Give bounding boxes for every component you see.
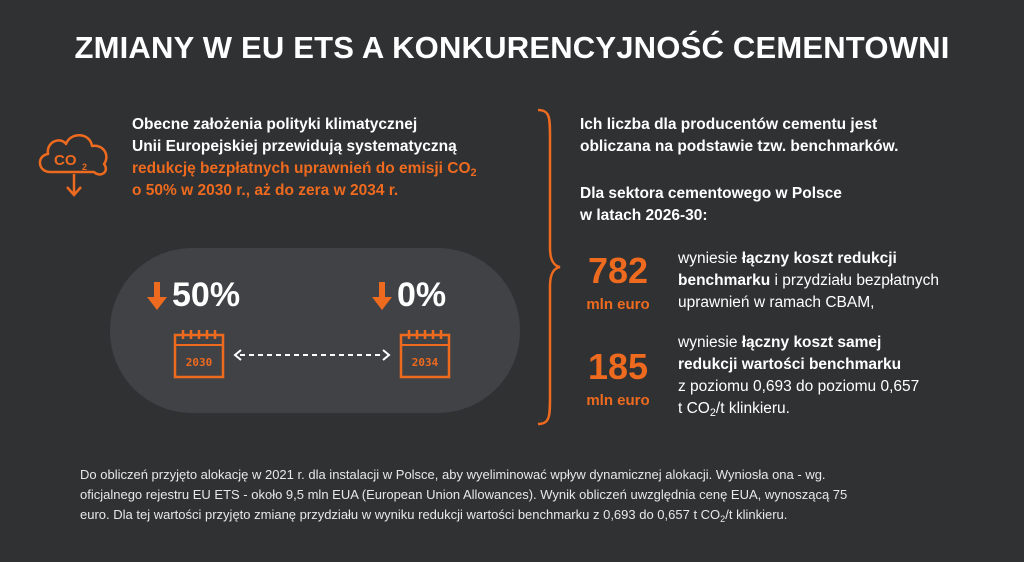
stat2-rest2a: t CO [678,400,710,417]
stat1-unit: mln euro [586,296,650,313]
intro-highlight2: o 50% w 2030 r., aż do zera w 2034 r. [132,182,399,199]
page-title: ZMIANY W EU ETS A KONKURENCYJNOŚĆ CEMENT… [74,30,950,65]
stat1-rest2: uprawnień w ramach CBAM, [678,294,875,311]
start-year: 2030 [186,356,213,369]
intro-line1: Obecne założenia polityki klimatycznej [132,116,418,133]
stat1-value: 782 mln euro [573,250,663,314]
benchmark-info-line1: Ich liczba dla producentów cementu jest [580,116,878,133]
double-arrow-icon [233,349,391,361]
stat1-description: wyniesie łączny koszt redukcji benchmark… [678,248,1008,314]
timeline-panel [110,248,520,413]
footnote-line2: oficjalnego rejestru EU ETS - około 9,5 … [80,487,848,502]
start-percent: 50% [146,276,240,315]
intro-highlight1: redukcję bezpłatnych uprawnień do emisji… [132,158,542,180]
stat2-rest2-sub: 2 [709,407,716,419]
co2-label-sub: 2 [82,162,87,172]
stat2-pre: wyniesie [678,334,742,351]
stat2-description: wyniesie łączny koszt samej redukcji war… [678,332,1008,420]
stat2-rest2b: /t klinkieru. [715,400,790,417]
intro-line2: Unii Europejskiej przewidują systematycz… [132,138,457,155]
sector-info: Dla sektora cementowego w Polsce w latac… [580,183,842,227]
start-percent-value: 50% [172,276,241,314]
benchmark-info-line2: obliczana na podstawie tzw. benchmarków. [580,138,899,155]
sector-info-line2: w latach 2026-30: [580,207,708,224]
footnote-line3b: /t klinkieru. [725,507,788,522]
footnote-line1: Do obliczeń przyjęto alokację w 2021 r. … [80,467,826,482]
intro-highlight1-text: redukcję bezpłatnych uprawnień do emisji… [132,160,471,177]
arrow-down-icon [372,281,392,310]
stat2-unit: mln euro [586,392,650,409]
stat2-number: 185 [587,346,649,387]
end-year: 2034 [412,356,439,369]
stat1-bold2: benchmarku [678,272,771,289]
footnote-line3a: euro. Dla tej wartości przyjęto zmianę p… [80,507,721,522]
stat2-bold1: łączny koszt samej [741,334,882,351]
benchmark-info: Ich liczba dla producentów cementu jest … [580,114,898,158]
co2-label: CO [54,152,77,169]
curly-brace-icon [537,108,561,426]
arrow-down-icon [147,281,167,310]
intro-text: Obecne założenia polityki klimatycznej U… [132,114,542,202]
stat2-bold2: redukcji wartości benchmarku [678,356,902,373]
stat2-value: 185 mln euro [573,346,663,410]
co2-cloud-icon: CO 2 [38,134,108,197]
calendar-icon: 2030 [173,330,225,379]
sector-info-line1: Dla sektora cementowego w Polsce [580,185,842,202]
stat1-rest1: i przydziału bezpłatnych [770,272,940,289]
intro-highlight1-sub: 2 [470,167,477,179]
stat1-bold1: łączny koszt redukcji [741,250,897,267]
footnote: Do obliczeń przyjęto alokację w 2021 r. … [80,465,960,525]
calendar-icon: 2034 [399,330,451,379]
end-percent-value: 0% [397,276,447,314]
end-percent: 0% [371,276,446,315]
stat1-pre: wyniesie [678,250,742,267]
stat1-number: 782 [587,250,649,291]
footnote-line3-sub: 2 [720,514,726,524]
stat2-rest1: z poziomu 0,693 do poziomu 0,657 [678,378,920,395]
